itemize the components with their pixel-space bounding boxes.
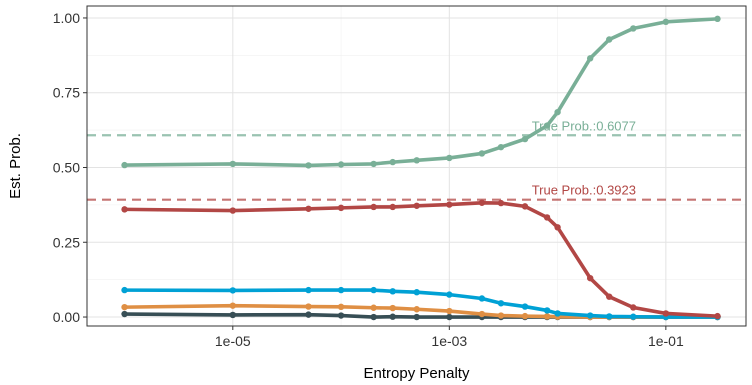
series-line (122, 17, 720, 168)
data-point (370, 286, 377, 294)
data-point (554, 108, 561, 116)
reference-lines: True Prob.:0.6077 True Prob.:0.3923 (87, 118, 746, 201)
data-point (586, 312, 594, 319)
data-point (521, 135, 529, 143)
series-line (122, 288, 720, 319)
data-point (606, 313, 613, 320)
data-point (389, 158, 396, 166)
y-tick-label: 1.00 (53, 10, 80, 26)
data-point (662, 310, 670, 317)
data-point (337, 204, 345, 212)
data-point (337, 161, 345, 168)
data-point (478, 150, 486, 157)
data-point (521, 203, 529, 210)
y-tick-label: 0.00 (53, 309, 80, 325)
x-tick-label: 1e-03 (431, 333, 467, 349)
data-point (229, 287, 237, 294)
data-point (446, 291, 453, 298)
data-point (662, 18, 670, 26)
data-point (554, 224, 561, 231)
plot-panel-border (86, 5, 747, 327)
data-point (606, 36, 613, 43)
data-point (389, 304, 396, 312)
data-point (305, 162, 312, 169)
data-point (229, 311, 237, 319)
data-point (121, 303, 128, 311)
grid-lines (87, 6, 746, 326)
data-point (370, 313, 377, 321)
y-tick-label: 0.75 (53, 85, 80, 101)
data-point (305, 311, 312, 318)
data-point (413, 313, 420, 321)
data-point (305, 303, 312, 310)
x-axis-title: Entropy Penalty (364, 365, 470, 382)
reference-line-label: True Prob.:0.3923 (532, 183, 636, 198)
data-point (305, 205, 312, 212)
data-point (543, 122, 551, 129)
y-tick-label: 0.25 (53, 234, 80, 250)
data-point (389, 203, 396, 211)
data-point (586, 55, 594, 62)
series-lines (121, 15, 721, 321)
data-point (521, 312, 529, 320)
data-point (478, 295, 486, 302)
data-point (446, 154, 453, 162)
data-point (121, 286, 128, 294)
data-point (497, 300, 505, 307)
data-point (389, 288, 396, 295)
data-point (370, 160, 377, 168)
data-point (478, 199, 486, 206)
y-tick-label: 0.50 (53, 159, 80, 175)
data-point (121, 161, 128, 169)
data-point (413, 306, 420, 313)
data-point (606, 293, 613, 300)
data-point (446, 307, 453, 315)
data-point (413, 289, 420, 296)
x-tick-label: 1e-01 (648, 333, 684, 349)
data-point (370, 304, 377, 311)
data-point (586, 274, 594, 282)
data-point (337, 312, 345, 319)
data-point (543, 307, 551, 314)
data-point (229, 302, 237, 309)
data-point (521, 303, 529, 310)
data-point (497, 199, 505, 207)
data-point (305, 286, 312, 294)
data-point (413, 157, 420, 164)
data-point (121, 206, 128, 213)
data-point (337, 303, 345, 311)
axis-ticks: 0.00 0.25 0.50 0.75 1.00 1e-05 1e-03 1e-01 (53, 10, 684, 349)
data-point (229, 160, 237, 168)
data-point (630, 313, 637, 320)
reference-line-label: True Prob.:0.6077 (532, 118, 636, 133)
series-line (122, 200, 720, 318)
data-point (497, 143, 505, 151)
data-point (389, 313, 396, 320)
data-point (337, 286, 345, 294)
x-tick-label: 1e-05 (215, 333, 251, 349)
data-point (121, 310, 128, 318)
y-axis-title: Est. Prob. (7, 133, 24, 199)
data-point (370, 203, 377, 211)
data-point (478, 310, 486, 318)
data-point (229, 207, 237, 214)
data-point (630, 25, 637, 32)
data-point (554, 310, 561, 317)
data-point (446, 313, 453, 321)
data-point (714, 312, 721, 320)
data-point (446, 201, 453, 208)
data-point (497, 312, 505, 319)
data-point (413, 202, 420, 209)
data-point (630, 304, 637, 311)
data-point (543, 214, 551, 221)
data-point (714, 15, 721, 23)
data-point (543, 313, 551, 320)
